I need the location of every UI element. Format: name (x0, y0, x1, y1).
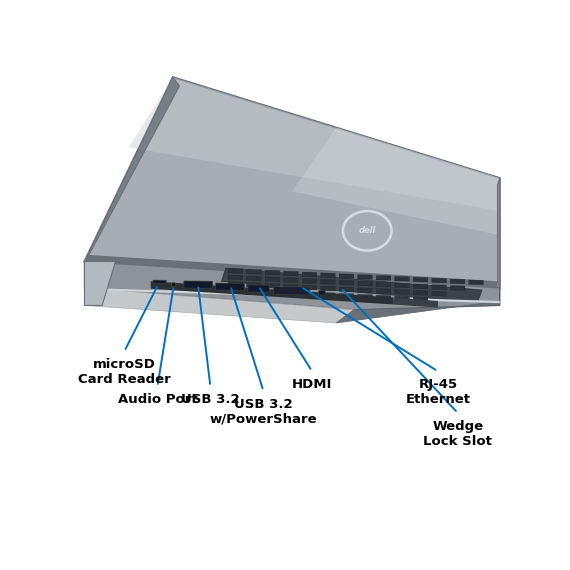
Polygon shape (228, 288, 243, 293)
Circle shape (172, 283, 176, 287)
Polygon shape (247, 270, 261, 274)
Polygon shape (413, 284, 428, 288)
Polygon shape (215, 283, 245, 290)
Polygon shape (469, 280, 483, 284)
Polygon shape (292, 128, 500, 235)
Text: USB 3.2
w/PowerShare: USB 3.2 w/PowerShare (210, 398, 317, 426)
Polygon shape (84, 255, 498, 288)
Polygon shape (321, 279, 335, 284)
Polygon shape (339, 280, 354, 285)
Polygon shape (395, 283, 409, 288)
Polygon shape (265, 277, 280, 282)
Text: microSD
Card Reader: microSD Card Reader (78, 358, 170, 386)
Polygon shape (84, 77, 180, 262)
Polygon shape (376, 295, 391, 300)
Polygon shape (450, 279, 465, 284)
Polygon shape (321, 273, 335, 278)
Text: Wedge
Lock Slot: Wedge Lock Slot (424, 420, 492, 447)
Polygon shape (228, 282, 243, 287)
Polygon shape (395, 276, 409, 281)
Polygon shape (184, 281, 213, 288)
Polygon shape (84, 262, 500, 310)
Polygon shape (376, 282, 391, 287)
Text: USB 3.2: USB 3.2 (181, 393, 240, 406)
Polygon shape (321, 286, 335, 291)
Polygon shape (339, 274, 354, 279)
Polygon shape (358, 295, 372, 299)
Polygon shape (358, 288, 372, 292)
Polygon shape (413, 291, 428, 295)
Polygon shape (498, 178, 500, 288)
Text: dell: dell (359, 226, 376, 235)
Polygon shape (395, 296, 409, 301)
Polygon shape (228, 275, 243, 280)
Polygon shape (432, 291, 446, 296)
Polygon shape (274, 287, 310, 295)
Polygon shape (336, 288, 500, 323)
Polygon shape (432, 278, 446, 283)
Polygon shape (247, 276, 261, 281)
Polygon shape (394, 298, 438, 308)
Polygon shape (376, 289, 391, 294)
Polygon shape (84, 262, 115, 306)
Polygon shape (84, 77, 500, 288)
Polygon shape (247, 283, 261, 287)
Polygon shape (413, 297, 428, 302)
Polygon shape (321, 292, 335, 298)
Polygon shape (150, 281, 394, 304)
Polygon shape (339, 287, 354, 292)
Polygon shape (302, 272, 317, 277)
Polygon shape (450, 286, 465, 290)
Text: RJ-45
Ethernet: RJ-45 Ethernet (405, 378, 470, 406)
Polygon shape (228, 268, 243, 273)
Polygon shape (302, 292, 317, 296)
Polygon shape (153, 280, 166, 284)
Text: Audio Port: Audio Port (117, 393, 197, 406)
Polygon shape (376, 275, 391, 280)
Polygon shape (84, 288, 354, 323)
Polygon shape (302, 285, 317, 290)
Polygon shape (339, 294, 354, 298)
Polygon shape (284, 271, 298, 276)
Polygon shape (84, 288, 500, 303)
Polygon shape (265, 290, 280, 295)
Polygon shape (129, 77, 500, 211)
Polygon shape (413, 278, 428, 282)
Polygon shape (248, 285, 269, 292)
Polygon shape (222, 268, 482, 302)
Polygon shape (247, 289, 261, 294)
Polygon shape (358, 281, 372, 286)
Polygon shape (284, 278, 298, 283)
Polygon shape (319, 291, 325, 295)
Polygon shape (395, 290, 409, 294)
Text: HDMI: HDMI (292, 378, 332, 391)
Polygon shape (265, 283, 280, 288)
Polygon shape (302, 279, 317, 283)
Polygon shape (284, 291, 298, 296)
Polygon shape (265, 270, 280, 275)
Polygon shape (432, 285, 446, 290)
Polygon shape (358, 275, 372, 279)
Polygon shape (284, 284, 298, 289)
